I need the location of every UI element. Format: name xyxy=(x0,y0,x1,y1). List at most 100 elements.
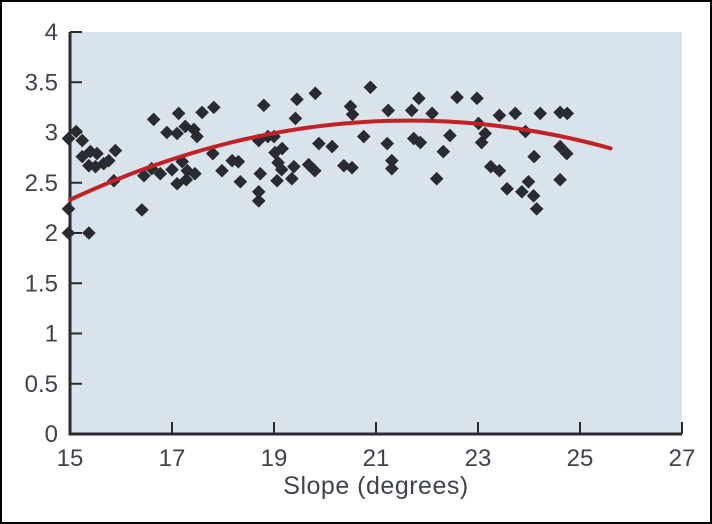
scatter-point-diamond xyxy=(553,105,567,120)
scatter-point-diamond xyxy=(153,166,168,181)
y-tick-label: 2.5 xyxy=(25,170,58,197)
scatter-point-diamond xyxy=(251,184,266,199)
scatter-point-diamond xyxy=(553,172,567,187)
scatter-point-diamond xyxy=(61,226,76,240)
y-tick-label: 2 xyxy=(45,220,58,247)
scatter-point-diamond xyxy=(160,125,174,140)
y-tick-label: 0 xyxy=(45,421,58,448)
scatter-point-diamond xyxy=(225,153,239,168)
y-tick-label: 4 xyxy=(45,19,58,46)
y-tick-label: 1.5 xyxy=(25,270,58,297)
scatter-point-diamond xyxy=(492,108,507,123)
scatter-point-diamond xyxy=(271,155,285,170)
scatter-point-diamond xyxy=(526,189,541,203)
plot-area-background xyxy=(70,32,682,434)
x-tick-label: 15 xyxy=(57,445,84,472)
x-tick-label: 21 xyxy=(363,445,390,472)
scatter-point-diamond xyxy=(508,106,523,121)
scatter-point-diamond xyxy=(521,174,536,189)
scatter-point-diamond xyxy=(251,194,266,208)
scatter-point-diamond xyxy=(288,111,303,126)
scatter-point-diamond xyxy=(187,122,201,137)
scatter-point-diamond xyxy=(470,91,484,106)
scatter-point-diamond xyxy=(233,174,248,189)
scatter-point-diamond xyxy=(380,136,395,151)
scatter-point-diamond xyxy=(325,139,339,154)
scatter-point-diamond xyxy=(356,129,371,144)
scatter-point-diamond xyxy=(253,166,268,181)
scatter-point-diamond xyxy=(195,105,209,120)
scatter-point-diamond xyxy=(404,103,419,118)
scatter-point-diamond xyxy=(560,106,575,121)
scatter-point-diamond xyxy=(385,153,399,168)
scatter-point-diamond xyxy=(82,226,96,240)
scatter-point-diamond xyxy=(285,171,299,186)
scatter-point-diamond xyxy=(61,202,76,216)
scatter-point-diamond xyxy=(478,126,492,141)
scatter-point-diamond xyxy=(88,159,103,174)
scatter-point-diamond xyxy=(406,131,421,146)
scatter-point-diamond xyxy=(529,202,544,216)
x-tick-label: 23 xyxy=(465,445,492,472)
scatter-point-diamond xyxy=(312,136,326,151)
scatter-point-diamond xyxy=(231,154,246,169)
scatter-point-diamond xyxy=(559,146,574,161)
scatter-point-diamond xyxy=(190,129,204,144)
scatter-point-diamond xyxy=(500,181,514,196)
scatter-point-diamond xyxy=(270,173,284,188)
scatter-point-diamond xyxy=(425,106,439,121)
scatter-point-diamond xyxy=(413,135,428,150)
scatter-point-diamond xyxy=(178,119,193,134)
scatter-point-diamond xyxy=(275,141,289,156)
scatter-points xyxy=(61,80,575,240)
scatter-point-diamond xyxy=(274,162,289,177)
y-tick-label: 3.5 xyxy=(25,69,58,96)
scatter-point-diamond xyxy=(553,139,567,154)
scatter-point-diamond xyxy=(135,203,149,217)
scatter-point-diamond xyxy=(101,153,116,168)
scatter-point-diamond xyxy=(170,126,184,141)
scatter-point-diamond xyxy=(345,107,360,122)
scatter-point-diamond xyxy=(474,135,489,150)
scatter-point-diamond xyxy=(175,154,189,169)
scatter-point-diamond xyxy=(345,160,359,175)
tick-labels: 15 17 19 21 23 25 27 0 0.5 1 1.5 2 2.5 3 3.5 4 xyxy=(25,19,696,472)
scatter-point-diamond xyxy=(308,163,322,178)
scatter-point-diamond xyxy=(492,163,507,178)
x-tick-label: 19 xyxy=(261,445,288,472)
x-tick-label: 17 xyxy=(159,445,186,472)
scatter-point-diamond xyxy=(267,129,281,144)
scatter-point-diamond xyxy=(450,90,464,105)
scatter-point-diamond xyxy=(385,161,399,176)
scatter-point-diamond xyxy=(290,92,304,107)
scatter-point-diamond xyxy=(436,144,451,159)
scatter-point-diamond xyxy=(268,145,282,160)
scatter-point-diamond xyxy=(75,133,90,148)
scatter-point-diamond xyxy=(381,103,396,118)
scatter-point-diamond xyxy=(308,86,323,101)
y-tick-label: 3 xyxy=(45,120,58,147)
x-tick-label: 27 xyxy=(669,445,696,472)
scatter-point-diamond xyxy=(257,98,271,113)
scatter-point-diamond xyxy=(207,100,221,115)
scatter-point-diamond xyxy=(337,158,351,173)
scatter-point-diamond xyxy=(533,106,548,121)
scatter-point-diamond xyxy=(146,112,161,127)
y-tick-label: 1 xyxy=(45,321,58,348)
y-tick-label: 0.5 xyxy=(25,371,58,398)
scatter-point-diamond xyxy=(363,80,378,95)
scatter-point-diamond xyxy=(483,159,498,174)
scatter-point-diamond xyxy=(527,149,541,164)
scatter-point-diamond xyxy=(165,162,179,177)
scatter-point-diamond xyxy=(443,128,457,143)
scatter-point-diamond xyxy=(412,91,426,106)
scatter-point-diamond xyxy=(188,166,202,181)
scatter-point-diamond xyxy=(61,131,76,146)
trend-curve xyxy=(68,118,613,202)
scatter-point-diamond xyxy=(179,172,194,187)
x-axis-title: Slope (degrees) xyxy=(283,472,469,500)
scatter-point-diamond xyxy=(170,176,184,191)
scatter-point-diamond xyxy=(90,146,104,161)
